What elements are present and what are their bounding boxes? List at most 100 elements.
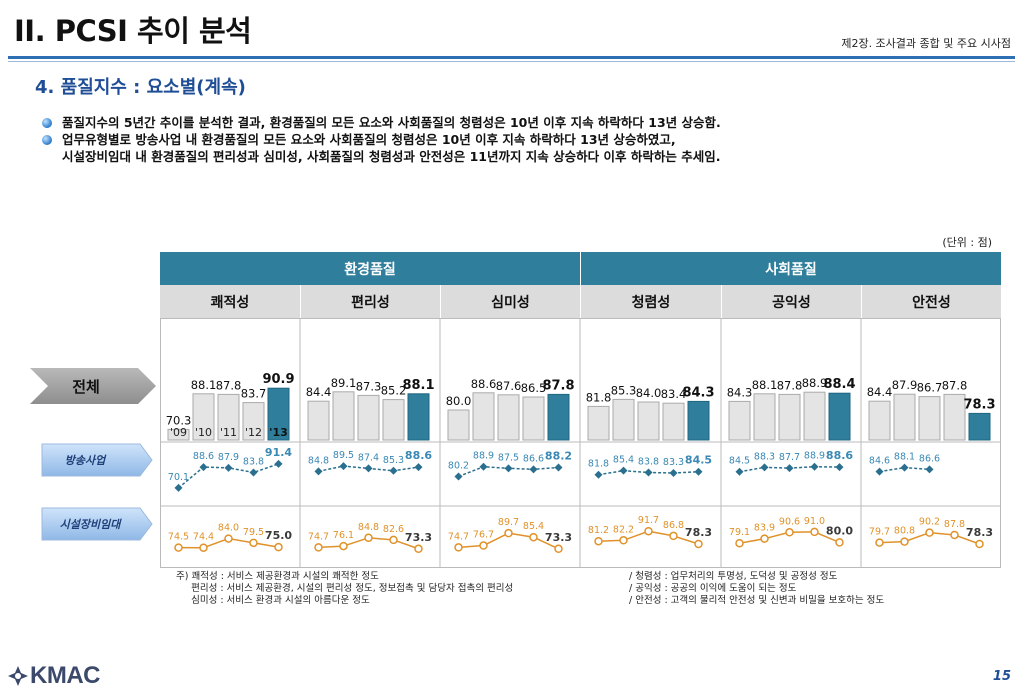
broadcast-value-label: 86.6	[919, 453, 940, 464]
rental-value-label: 79.7	[869, 527, 890, 538]
note-line: 편리성 : 서비스 제공환경, 시설의 편리성 정도, 정보접촉 및 담당자 접…	[176, 583, 514, 594]
total-bar	[587, 405, 610, 441]
broadcast-point	[554, 463, 563, 472]
broadcast-value-label: 87.9	[218, 452, 239, 463]
total-value-label: 83.7	[241, 387, 267, 401]
rental-point	[669, 531, 678, 541]
rental-series-segment	[203, 537, 229, 549]
total-bar	[893, 393, 916, 441]
broadcast-row-tab	[41, 443, 153, 477]
broadcast-point	[594, 470, 603, 479]
kmac-logo-icon	[8, 666, 28, 686]
broadcast-value-label: 80.2	[448, 461, 469, 472]
year-tick-label: '10	[195, 426, 212, 439]
rental-value-label: 81.2	[588, 525, 609, 536]
rental-value-label: 74.4	[193, 532, 214, 543]
year-tick-label: '09	[170, 426, 187, 439]
col-header-integrity: 청렴성	[580, 285, 721, 318]
rental-value-label: 82.2	[613, 524, 634, 535]
title-divider	[8, 56, 1015, 59]
total-value-label: 80.0	[446, 394, 472, 408]
rental-row-tab	[41, 507, 153, 541]
total-bar	[242, 402, 265, 441]
broadcast-point	[810, 462, 819, 471]
broadcast-point	[174, 483, 183, 492]
total-bar	[687, 400, 710, 441]
total-value-label: 78.3	[963, 397, 995, 412]
broadcast-point	[504, 464, 513, 473]
broadcast-point	[454, 472, 463, 481]
row-label-rental: 시설장비임대	[59, 518, 121, 531]
rental-point	[950, 530, 959, 540]
rental-value-label: 79.5	[243, 527, 264, 538]
bullet-text: 업무유형별로 방송사업 내 환경품질의 모든 요소와 사회품질의 청렴성은 10…	[62, 132, 676, 147]
rental-value-label: 82.6	[383, 524, 404, 535]
chart-plot-area: 70.388.1 87.883.790.9'09'10'11'12'1370.18…	[160, 318, 1001, 568]
broadcast-value-label: 88.2	[545, 450, 572, 463]
rental-point	[760, 534, 769, 543]
broadcast-point	[339, 462, 348, 471]
rental-point	[594, 536, 603, 546]
total-bar	[778, 393, 801, 441]
notes-right: / 청렴성 : 업무처리의 투명성, 도덕성 및 공정성 정도 / 공익성 : …	[629, 571, 884, 607]
rental-series-segment	[954, 534, 980, 545]
rental-point	[925, 528, 934, 537]
broadcast-value-label: 87.5	[498, 452, 519, 463]
total-bar	[753, 393, 776, 441]
broadcast-value-label: 85.4	[613, 455, 634, 466]
bullet-text: 시설장비임대 내 환경품질의 편리성과 심미성, 사회품질의 청렴성과 안전성은…	[62, 149, 721, 164]
note-line: 주) 쾌적성 : 서비스 제공환경과 시설의 쾌적한 정도	[176, 571, 379, 582]
broadcast-value-label: 88.3	[754, 451, 775, 462]
broadcast-value-label: 88.6	[193, 451, 214, 462]
broadcast-value-label: 88.6	[405, 449, 432, 462]
section-heading: 4. 품질지수 : 요소별(계속)	[35, 77, 246, 98]
total-bar	[407, 393, 430, 441]
total-value-label: 85.2	[381, 384, 407, 398]
bullet-item-continuation: 시설장비임대 내 환경품질의 편리성과 심미성, 사회품질의 청렴성과 안전성은…	[62, 148, 721, 165]
bullet-dot-icon	[42, 118, 52, 128]
total-bar	[357, 394, 380, 441]
total-value-label: 88.6	[471, 377, 497, 391]
rental-value-label: 84.8	[358, 522, 379, 533]
broadcast-value-label: 84.8	[308, 455, 329, 466]
broadcast-value-label: 88.6	[826, 449, 853, 462]
broadcast-value-label: 84.6	[869, 456, 890, 467]
col-header-convenience: 편리성	[300, 285, 440, 318]
broadcast-value-label: 87.4	[358, 452, 379, 463]
rental-value-label: 91.0	[804, 516, 825, 527]
rental-value-label: 90.6	[779, 516, 800, 527]
rental-value-label: 85.4	[523, 521, 544, 532]
rental-series-segment	[533, 536, 559, 550]
total-value-label: 86.7	[917, 381, 943, 395]
total-value-label: 86.5	[521, 381, 547, 395]
total-value-label: 89.1	[331, 376, 357, 390]
title-divider-thin	[8, 61, 1015, 62]
broadcast-point	[314, 467, 323, 476]
rental-value-label: 74.7	[448, 531, 469, 542]
rental-series-segment	[623, 530, 649, 541]
rental-value-label: 80.0	[826, 524, 853, 537]
total-value-label: 87.8	[777, 378, 803, 392]
total-bar	[192, 393, 215, 441]
rental-value-label: 74.7	[308, 531, 329, 542]
rental-point	[735, 538, 744, 548]
broadcast-point	[274, 459, 283, 468]
year-tick-label: '12	[245, 426, 262, 439]
year-tick-label: '13	[269, 426, 288, 439]
rental-point	[249, 538, 258, 548]
rental-value-label: 75.0	[265, 529, 292, 542]
broadcast-point	[925, 465, 934, 474]
bullet-item: 품질지수의 5년간 추이를 분석한 결과, 환경품질의 모든 요소와 사회품질의…	[42, 114, 721, 131]
notes-left: 주) 쾌적성 : 서비스 제공환경과 시설의 쾌적한 정도 편리성 : 서비스 …	[176, 571, 513, 607]
total-bar	[447, 409, 470, 441]
rental-point	[875, 538, 884, 547]
total-value-label: 87.6	[496, 379, 522, 393]
total-value-label: 87.9	[892, 378, 918, 392]
kmac-logo: KMAC	[6, 662, 101, 690]
rental-series-segment	[343, 537, 369, 547]
total-value-label: 85.3	[611, 383, 637, 397]
rental-point	[199, 543, 208, 552]
total-bar	[522, 396, 545, 441]
total-bar	[968, 412, 991, 441]
total-value-label: 83.4	[661, 387, 687, 401]
